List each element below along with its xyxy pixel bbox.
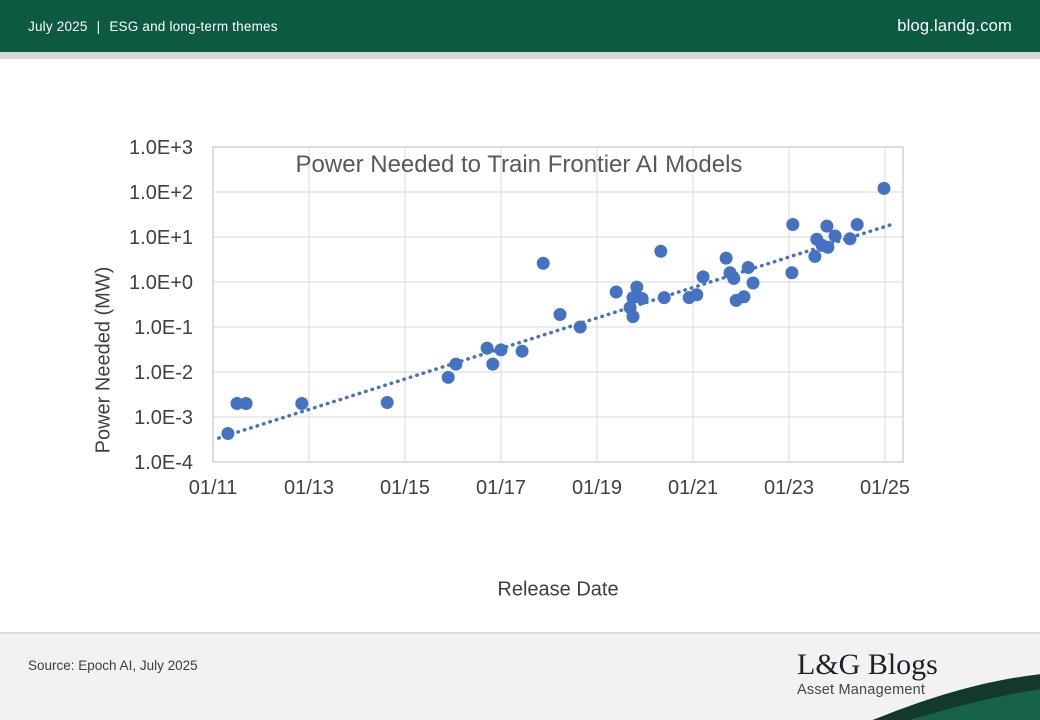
scatter-plot: 1.0E+3 1.0E+2 1.0E+1 1.0E+0 1.0E-1 1.0E-2 1.0E… — [129, 137, 910, 499]
data-point — [843, 232, 857, 246]
data-point — [626, 310, 640, 324]
data-point — [221, 427, 235, 440]
site-url[interactable]: blog.landg.com — [897, 16, 1012, 35]
data-point — [573, 320, 587, 334]
footer-bar: Source: Epoch AI, July 2025 L&G Blogs As… — [0, 632, 1040, 720]
x-axis-title: Release Date — [497, 578, 619, 601]
data-point — [741, 261, 755, 274]
x-tick-label: 01/11 — [189, 477, 238, 499]
data-point — [737, 290, 751, 304]
data-point — [821, 240, 835, 254]
data-point — [719, 251, 733, 265]
data-point — [449, 357, 463, 371]
brand-wave-graphic — [872, 674, 1040, 720]
source-note: Source: Epoch AI, July 2025 — [28, 658, 198, 673]
header-theme: ESG and long-term themes — [109, 18, 278, 34]
data-point — [828, 229, 842, 243]
header-shadow-strip — [0, 52, 1040, 59]
data-point — [609, 285, 623, 299]
data-point — [486, 357, 500, 371]
y-tick-label: 1.0E+2 — [129, 182, 193, 204]
data-point — [441, 370, 455, 384]
data-point — [696, 270, 710, 284]
data-point — [727, 271, 741, 285]
data-point — [690, 288, 704, 302]
data-point — [480, 341, 494, 355]
lg-blogs-logo: L&G Blogs Asset Management — [797, 648, 938, 699]
y-tick-label: 1.0E-2 — [134, 362, 193, 384]
logo-title: L&G Blogs — [797, 648, 938, 681]
trend-line — [217, 222, 895, 440]
data-point — [536, 256, 550, 270]
y-tick-label: 1.0E-4 — [134, 452, 193, 474]
y-tick-label: 1.0E+0 — [129, 272, 193, 294]
header-date: July 2025 — [28, 18, 88, 34]
x-tick-label: 01/21 — [668, 477, 718, 499]
x-tick-label: 01/15 — [380, 477, 430, 499]
logo-subtitle: Asset Management — [797, 682, 926, 698]
data-point — [239, 397, 253, 410]
data-point — [380, 396, 394, 409]
data-point — [820, 219, 834, 233]
data-point — [746, 276, 760, 290]
y-tick-label: 1.0E-3 — [134, 407, 193, 429]
data-point — [850, 218, 864, 231]
data-point — [654, 244, 668, 258]
x-tick-label: 01/13 — [284, 477, 334, 499]
data-point — [295, 397, 309, 410]
x-tick-label: 01/17 — [476, 477, 526, 499]
header-bar: July 2025 | ESG and long-term themes blo… — [0, 0, 1040, 52]
data-point — [553, 308, 567, 321]
header-divider: | — [96, 18, 101, 34]
header-left-text: July 2025 | ESG and long-term themes — [28, 19, 278, 34]
data-point — [785, 266, 799, 280]
x-tick-label: 01/25 — [860, 477, 910, 499]
plot-border — [212, 146, 904, 463]
y-tick-label: 1.0E+1 — [129, 227, 193, 249]
data-point — [494, 343, 508, 357]
y-tick-label: 1.0E-1 — [134, 317, 193, 339]
x-tick-label: 01/19 — [572, 477, 622, 499]
data-point — [635, 292, 649, 305]
x-tick-label: 01/23 — [764, 477, 814, 499]
chart-title: Power Needed to Train Frontier AI Models — [295, 151, 743, 178]
chart: 1.0E+3 1.0E+2 1.0E+1 1.0E+0 1.0E-1 1.0E-2 1.0E… — [0, 59, 1040, 632]
y-tick-label: 1.0E+3 — [129, 137, 193, 159]
data-point — [515, 344, 529, 358]
y-axis-title: Power Needed (MW) — [92, 266, 115, 454]
data-point — [630, 280, 644, 294]
data-point — [877, 181, 891, 195]
data-point — [230, 397, 244, 410]
data-point — [657, 291, 671, 305]
data-point — [786, 218, 800, 231]
data-point — [808, 249, 822, 263]
